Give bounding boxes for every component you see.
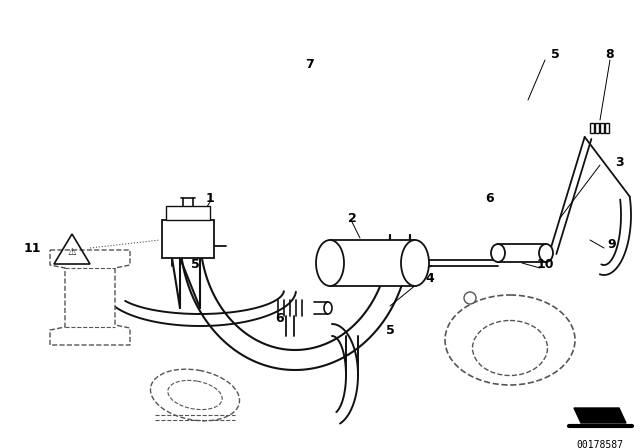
Text: 5: 5 <box>191 258 200 271</box>
Circle shape <box>464 292 476 304</box>
Text: ⚠: ⚠ <box>68 247 76 257</box>
Ellipse shape <box>324 302 332 314</box>
Bar <box>330 240 415 286</box>
Bar <box>600 123 604 133</box>
Ellipse shape <box>168 380 222 409</box>
Text: 8: 8 <box>605 48 614 61</box>
Text: 6: 6 <box>276 311 284 324</box>
Text: 5: 5 <box>386 323 394 336</box>
Bar <box>590 123 594 133</box>
Bar <box>498 244 546 262</box>
Ellipse shape <box>539 244 553 262</box>
Text: 6: 6 <box>486 191 494 204</box>
Text: 1: 1 <box>205 191 214 204</box>
Ellipse shape <box>150 369 239 421</box>
Text: 5: 5 <box>550 48 559 61</box>
Text: 9: 9 <box>608 238 616 251</box>
Text: 7: 7 <box>306 59 314 72</box>
Ellipse shape <box>445 295 575 385</box>
Text: 10: 10 <box>536 258 554 271</box>
Polygon shape <box>574 408 626 423</box>
Bar <box>595 123 599 133</box>
Ellipse shape <box>472 320 547 375</box>
Polygon shape <box>50 250 130 345</box>
Ellipse shape <box>401 240 429 286</box>
Text: 4: 4 <box>426 271 435 284</box>
Text: 00178587: 00178587 <box>577 440 623 448</box>
Text: 3: 3 <box>616 155 624 168</box>
Bar <box>166 206 210 220</box>
Bar <box>162 220 214 258</box>
Text: 11: 11 <box>23 241 41 254</box>
Text: 2: 2 <box>348 211 356 224</box>
Ellipse shape <box>491 244 505 262</box>
Ellipse shape <box>316 240 344 286</box>
Bar <box>605 123 609 133</box>
